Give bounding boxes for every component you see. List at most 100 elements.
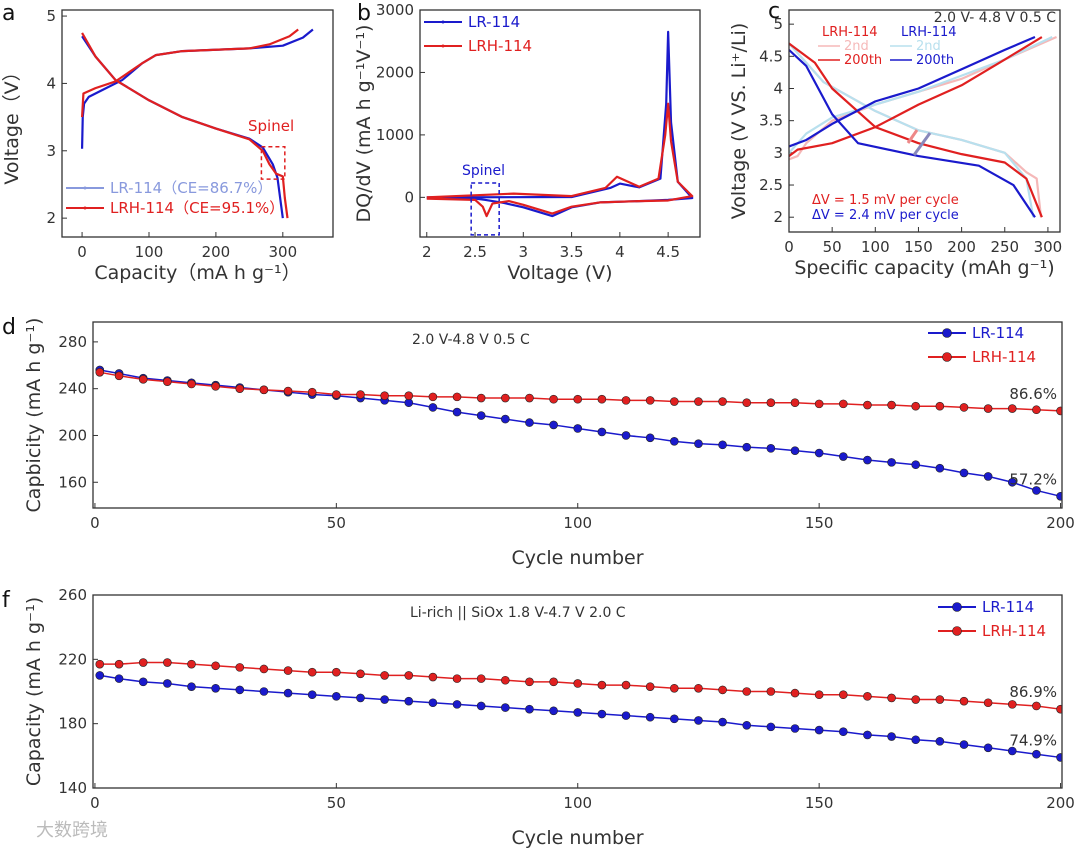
data-point-lrh-114 <box>332 667 341 677</box>
data-point-lrh-114 <box>814 399 824 409</box>
condition-label: 2.0 V-4.8 V 0.5 C <box>412 332 530 348</box>
data-point-lr-114 <box>645 433 655 443</box>
data-point-lrh-114 <box>645 682 655 691</box>
data-point-lrh-114 <box>95 368 105 377</box>
data-point-lrh-114 <box>983 404 993 413</box>
x-tick-label: 250 <box>990 238 1019 256</box>
y-tick-label: 2.5 <box>759 176 783 194</box>
data-point-lr-114 <box>211 683 220 693</box>
data-point-lrh-114 <box>742 398 752 408</box>
data-point-lr-114 <box>95 671 105 680</box>
y-tick-label: 180 <box>58 715 87 733</box>
panel-letter: b <box>357 1 371 26</box>
x-tick-label: 150 <box>805 794 834 812</box>
data-point-lrh-114 <box>163 377 172 386</box>
data-point-lr-114 <box>1056 753 1062 762</box>
x-tick-label: 0 <box>90 794 100 812</box>
y-tick-label: 4 <box>46 74 56 92</box>
legend-marker <box>942 328 952 338</box>
plot-area <box>789 36 1057 218</box>
retention-label-lrh: 86.9% <box>1009 683 1057 701</box>
data-point-lrh-114 <box>718 685 727 695</box>
x-tick-label: 300 <box>1034 238 1063 256</box>
data-point-lr-114 <box>718 440 727 450</box>
data-point-lrh-114 <box>863 400 872 410</box>
series-line-lr-114-200th-discharge <box>789 49 1036 218</box>
x-tick-label: 50 <box>327 794 346 812</box>
x-axis-label: Specific capacity (mAh g⁻¹) <box>794 257 1054 279</box>
data-point-lrh-114 <box>163 658 172 667</box>
y-tick-label: 240 <box>58 380 87 398</box>
x-axis-label: Cycle number <box>511 827 643 849</box>
data-point-lr-114 <box>380 695 389 704</box>
plot-area <box>80 28 314 219</box>
y-tick-label: 4.5 <box>759 47 783 65</box>
data-point-lrh-114 <box>1032 405 1041 415</box>
x-tick-label: 200 <box>947 238 976 256</box>
y-tick-label: 3 <box>46 142 56 160</box>
data-point-lrh-114 <box>138 658 148 667</box>
data-point-lr-114 <box>332 692 341 701</box>
data-point-lrh-114 <box>187 379 196 389</box>
data-point-lrh-114 <box>1007 700 1017 709</box>
data-point-lr-114 <box>645 712 655 722</box>
legend-label: 2nd <box>916 39 941 54</box>
data-point-lrh-114 <box>935 401 945 411</box>
plot-frame <box>419 9 701 238</box>
data-point-lrh-114 <box>114 371 124 381</box>
data-point-lrh-114 <box>597 394 607 404</box>
panel-f: f 0 50 100 150 200 140 180 220 260 Cycle number Cap… <box>2 586 1075 849</box>
data-point-lr-114 <box>549 706 558 716</box>
data-point-lr-114 <box>525 418 534 427</box>
data-point-lr-114 <box>1056 492 1062 501</box>
legend-marker <box>83 206 87 210</box>
data-point-lrh-114 <box>501 393 510 403</box>
arrow-lr <box>912 132 932 156</box>
panel-b: b 2 2.5 3 3.5 4 4.5 0 1000 2000 3000 Voltage (V) DQ/… <box>353 1 701 284</box>
delta-v-lrh: ΔV = 1.5 mV per cycle <box>812 193 959 208</box>
data-point-lrh-114 <box>863 692 872 701</box>
data-point-lr-114 <box>621 431 631 440</box>
series-line-lr-114-2nd-charge <box>789 36 1053 154</box>
legend-label: LRH-114 <box>972 348 1036 366</box>
annotation-spinel: Spinel <box>462 163 505 179</box>
data-point-lrh-114 <box>814 690 824 700</box>
panel-letter: c <box>768 0 780 24</box>
data-point-lr-114 <box>790 446 800 455</box>
y-tick-label: 2 <box>773 208 783 226</box>
data-point-lrh-114 <box>959 403 969 412</box>
data-point-lr-114 <box>525 704 534 714</box>
data-point-lr-114 <box>621 711 631 720</box>
x-tick-label: 200 <box>1046 794 1075 812</box>
data-point-lr-114 <box>766 444 776 453</box>
data-point-lrh-114 <box>476 674 486 683</box>
plot-area <box>95 365 1062 501</box>
series-line-lr-114-2nd-discharge <box>789 42 1035 218</box>
data-point-lrh-114 <box>356 390 365 399</box>
legend-marker <box>441 20 445 24</box>
data-point-lrh-114 <box>790 398 800 408</box>
legend-header-lr: LRH-114 <box>901 25 957 40</box>
x-tick-label: 0 <box>90 514 100 532</box>
data-point-lr-114 <box>959 740 969 749</box>
data-point-lr-114 <box>597 427 607 437</box>
y-tick-label: 140 <box>58 779 87 797</box>
plot-frame <box>788 9 1061 233</box>
data-point-lrh-114 <box>935 695 945 704</box>
y-tick-label: 5 <box>773 15 783 33</box>
data-point-lrh-114 <box>307 387 317 397</box>
data-point-lr-114 <box>694 716 703 725</box>
data-point-lrh-114 <box>283 386 293 396</box>
data-point-lrh-114 <box>645 396 655 405</box>
legend-marker <box>952 626 962 636</box>
x-tick-label: 2 <box>422 243 432 261</box>
data-point-lrh-114 <box>138 375 148 384</box>
data-point-lr-114 <box>935 463 945 473</box>
data-point-lrh-114 <box>525 393 534 403</box>
plot-area <box>426 30 694 218</box>
data-point-lr-114 <box>670 437 679 446</box>
data-point-lrh-114 <box>283 666 293 675</box>
data-point-lr-114 <box>1032 749 1041 759</box>
data-point-lr-114 <box>163 679 172 688</box>
data-point-lr-114 <box>790 724 800 733</box>
